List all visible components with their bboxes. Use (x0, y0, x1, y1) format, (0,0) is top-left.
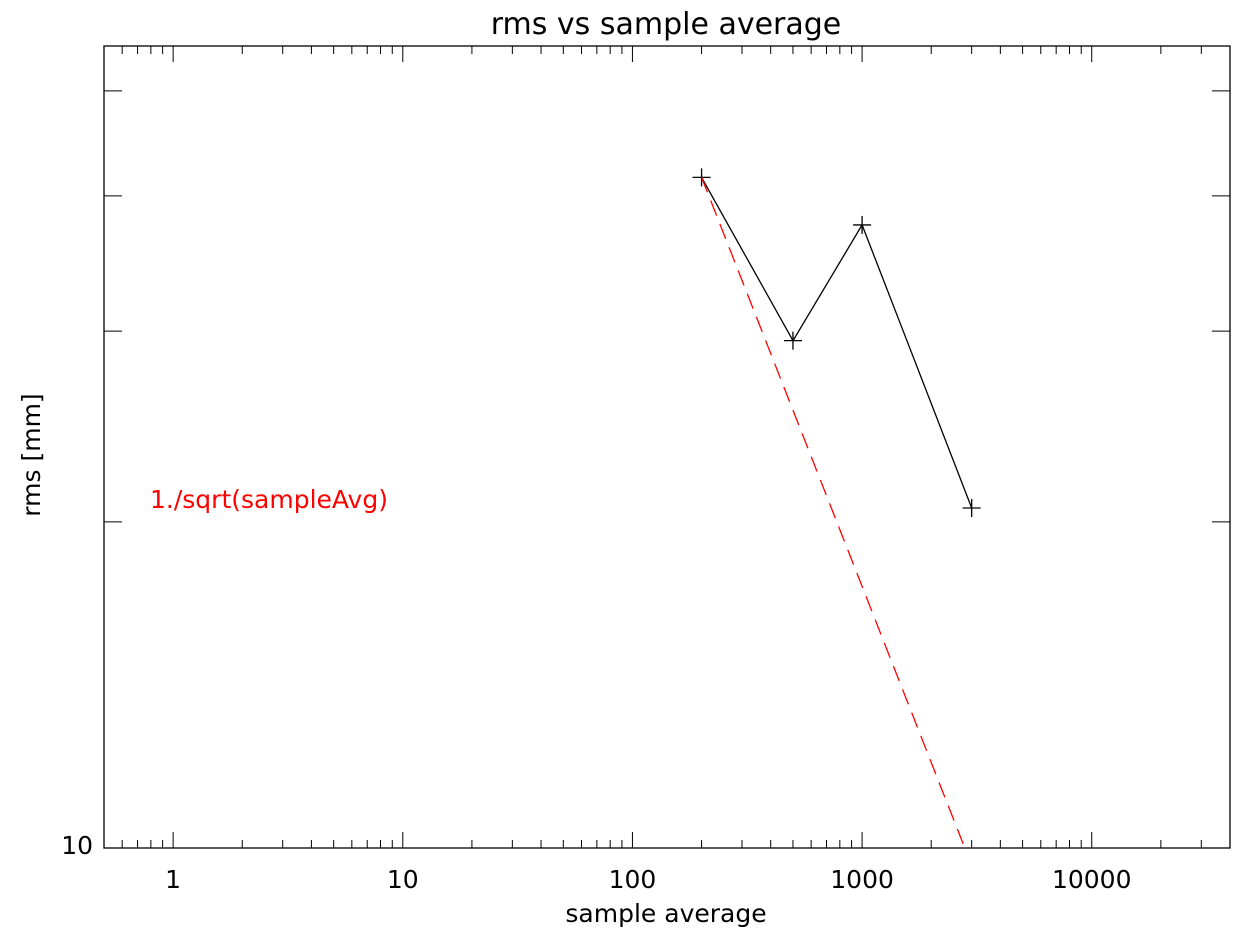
series-line (701, 177, 973, 509)
series-layer (692, 168, 981, 849)
annotation-label: 1./sqrt(sampleAvg) (150, 485, 388, 514)
tick-marks (103, 46, 1231, 849)
x-axis-label: sample average (565, 899, 766, 928)
x-tick-label: 10000 (1052, 865, 1132, 894)
x-tick-label: 100 (609, 865, 657, 894)
data-point-marker (692, 168, 711, 187)
x-tick-label: 1000 (830, 865, 894, 894)
y-tick-label: 10 (61, 831, 93, 860)
y-axis-label: rms [mm] (17, 393, 46, 516)
plot-frame (103, 45, 1231, 849)
data-point-marker (962, 499, 981, 518)
chart-title: rms vs sample average (491, 7, 842, 42)
data-point-marker (853, 215, 872, 234)
x-tick-label: 1 (165, 865, 181, 894)
reference-line (700, 177, 966, 849)
tick-labels: 1 10 100 1000 10000 10 (61, 831, 1131, 894)
x-tick-label: 10 (387, 865, 419, 894)
data-point-marker (783, 331, 802, 350)
